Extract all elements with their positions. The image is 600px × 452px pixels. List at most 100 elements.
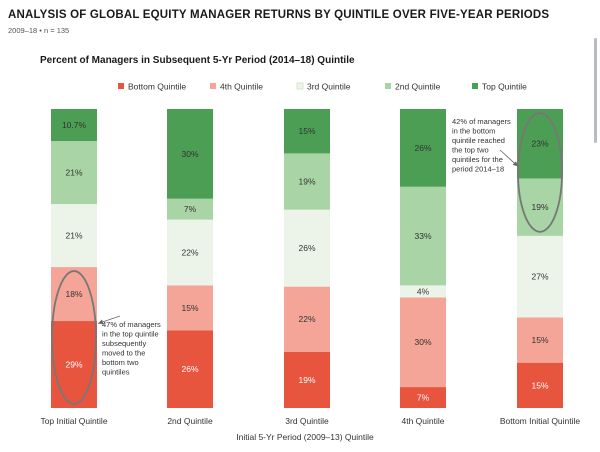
data-label: 15% (181, 303, 198, 313)
data-label: 15% (298, 126, 315, 136)
bar-segment (284, 153, 330, 210)
bar-segment (167, 285, 213, 331)
data-label: 29% (65, 360, 82, 370)
data-label: 22% (298, 314, 315, 324)
bar-segment (167, 330, 213, 408)
x-axis-title: Initial 5-Yr Period (2009–13) Quintile (236, 432, 374, 442)
bar-stack: 7% 30% 4% 33% 26% (400, 109, 446, 408)
category-label: Bottom Initial Quintile (500, 416, 581, 426)
legend-swatch (210, 83, 216, 89)
bar-segment (51, 204, 97, 268)
chart-title: Percent of Managers in Subsequent 5-Yr P… (40, 55, 355, 66)
bar-segment (167, 198, 213, 220)
bar-segment (284, 286, 330, 352)
annotation-line: in the top quintile (102, 330, 159, 339)
bar-stack: 15% 15% 27% 19% 23% (517, 109, 563, 408)
arrow-head-icon (98, 319, 104, 325)
legend-label: 4th Quintile (220, 82, 263, 92)
bar-segment (51, 109, 97, 142)
bar-segment (167, 219, 213, 286)
page-title: ANALYSIS OF GLOBAL EQUITY MANAGER RETURN… (8, 9, 550, 21)
bar-segment (400, 387, 446, 408)
bar-stack: 29% 18% 21% 21% 10.7% (51, 109, 97, 408)
arrow-head-icon (512, 161, 518, 167)
annotation-line: bottom two (102, 358, 139, 367)
bar-segment (400, 285, 446, 298)
bar-segment (517, 235, 563, 318)
data-label: 19% (298, 375, 315, 385)
data-label: 21% (65, 231, 82, 241)
legend-label: 2nd Quintile (395, 82, 441, 92)
data-label: 33% (414, 231, 431, 241)
annotation-circle (517, 112, 563, 233)
data-label: 22% (181, 248, 198, 258)
annotation-text: 47% of managers in the top quintile subseq… (102, 320, 161, 377)
data-label: 19% (531, 202, 548, 212)
data-label: 7% (417, 393, 430, 403)
bar-segment (284, 209, 330, 287)
annotations: 47% of managers in the top quintile subseq… (51, 112, 563, 405)
category-label: Top Initial Quintile (40, 416, 107, 426)
annotation-line: quintiles (102, 368, 130, 377)
bar-segment (51, 141, 97, 205)
bar-segment (400, 297, 446, 388)
category-label: 3rd Quintile (285, 416, 329, 426)
data-label: 27% (531, 272, 548, 282)
data-label: 4% (417, 286, 430, 296)
legend-swatch (472, 83, 478, 89)
data-label: 10.7% (62, 120, 87, 130)
scrollbar[interactable] (594, 38, 597, 143)
data-label: 26% (181, 364, 198, 374)
annotation-line: quintiles for the (452, 155, 503, 164)
legend-swatch (118, 83, 124, 89)
bar-segment (284, 109, 330, 154)
legend-label: Bottom Quintile (128, 82, 186, 92)
bar-segment (400, 186, 446, 286)
data-label: 7% (184, 204, 197, 214)
bar-segment (400, 109, 446, 187)
data-label: 26% (298, 243, 315, 253)
bar-segment (517, 178, 563, 236)
annotation-circle (51, 270, 97, 405)
legend-item: Bottom Quintile (118, 82, 186, 92)
category-label: 2nd Quintile (167, 416, 213, 426)
legend: Bottom Quintile 4th Quintile 3rd Quintile 2… (118, 82, 527, 92)
bar-segment (517, 109, 563, 179)
data-label: 15% (531, 335, 548, 345)
category-label: 4th Quintile (402, 416, 445, 426)
bar-segment (517, 362, 563, 408)
bar-segment (167, 109, 213, 199)
legend-swatch (385, 83, 391, 89)
annotation-line: subsequently (102, 339, 146, 348)
bars: 29%18%21%21%10.7%26%15%22%7%30%19%22%26%… (51, 109, 563, 408)
bar-segment (517, 317, 563, 363)
annotation-text: 42% of managers in the bottom quintile rea… (452, 117, 511, 174)
bar-segment (51, 267, 97, 322)
annotation-line: quintile reached (452, 136, 505, 145)
legend-item: Top Quintile (472, 82, 527, 92)
annotation-line: the top two (452, 146, 489, 155)
legend-label: Top Quintile (482, 82, 527, 92)
legend-item: 3rd Quintile (296, 82, 351, 92)
legend-swatch (296, 82, 304, 90)
bar-stack: 26% 15% 22% 7% 30% (167, 109, 213, 408)
legend-label: 3rd Quintile (307, 82, 351, 92)
bar-segment (284, 351, 330, 408)
bar-segment (51, 321, 97, 408)
annotation-line: in the bottom (452, 127, 495, 136)
data-label: 15% (531, 380, 548, 390)
data-label: 30% (181, 149, 198, 159)
bar-stack: 19% 22% 26% 19% 15% (284, 109, 330, 408)
page-subtitle: 2009–18 • n = 135 (8, 26, 70, 35)
data-label: 21% (65, 168, 82, 178)
data-label: 18% (65, 289, 82, 299)
data-label: 19% (298, 177, 315, 187)
data-label: 30% (414, 337, 431, 347)
annotation-line: moved to the (102, 349, 145, 358)
data-label: 26% (414, 143, 431, 153)
annotation-line: 42% of managers (452, 117, 511, 126)
legend-item: 2nd Quintile (385, 82, 441, 92)
legend-item: 4th Quintile (210, 82, 263, 92)
annotation-line: period 2014–18 (452, 165, 504, 174)
